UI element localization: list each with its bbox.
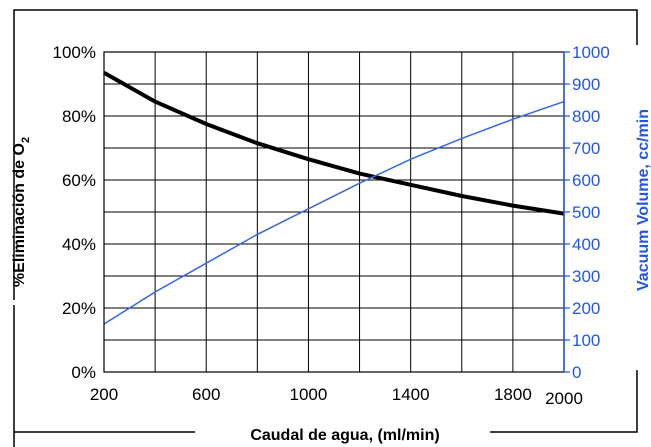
- x-tick-label: 1000: [290, 385, 328, 404]
- y-right-tick-label: 600: [572, 171, 600, 190]
- y-right-tick-label: 300: [572, 267, 600, 286]
- y-right-tick-label: 1000: [572, 43, 610, 62]
- y-right-tick-label: 400: [572, 235, 600, 254]
- right-axis-ticks: 0 100 200 300 400 500 600 700 800 900 1000: [564, 43, 610, 382]
- y-left-tick-label: 20%: [62, 299, 96, 318]
- y-axis-left-title: %Eliminación de O2: [11, 137, 32, 287]
- y-left-tick-label: 80%: [62, 107, 96, 126]
- y-right-tick-label: 800: [572, 107, 600, 126]
- y-left-tick-label: 100%: [53, 43, 96, 62]
- x-axis-title: Caudal de agua, (ml/min): [250, 427, 439, 444]
- y-left-tick-label: 0%: [71, 363, 96, 382]
- vacuum-volume-line: [103, 100, 565, 325]
- outer-frame: [13, 9, 638, 447]
- y-left-tick-label: 60%: [62, 171, 96, 190]
- x-tick-label: 2000: [545, 389, 583, 408]
- x-tick-label: 600: [192, 385, 220, 404]
- y-right-tick-label: 0: [572, 363, 581, 382]
- x-axis-ticks: 200 600 1000 1400 1800 2000: [90, 385, 583, 408]
- x-tick-label: 1800: [494, 385, 532, 404]
- x-tick-label: 1400: [392, 385, 430, 404]
- y-right-tick-label: 900: [572, 75, 600, 94]
- y-right-tick-label: 200: [572, 299, 600, 318]
- o2-removal-line: [103, 71, 565, 216]
- left-axis-ticks: 0% 20% 40% 60% 80% 100%: [53, 43, 96, 382]
- y-right-tick-label: 100: [572, 331, 600, 350]
- y-right-tick-label: 700: [572, 139, 600, 158]
- y-left-tick-label: 40%: [62, 235, 96, 254]
- y-axis-right-title: Vacuum Volume, cc/min: [635, 109, 651, 291]
- gridlines: [104, 52, 564, 372]
- x-tick-label: 200: [90, 385, 118, 404]
- series-layer: [103, 71, 565, 325]
- y-right-tick-label: 500: [572, 203, 600, 222]
